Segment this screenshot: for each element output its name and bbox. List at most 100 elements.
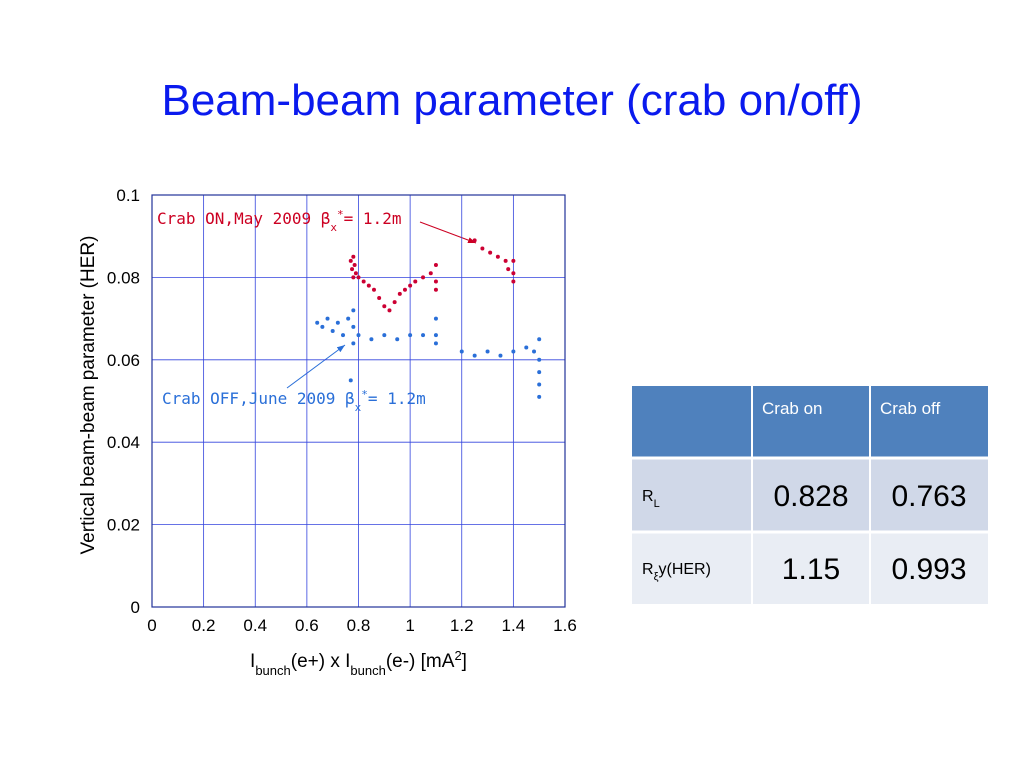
data-point	[433, 279, 438, 284]
data-point	[366, 283, 371, 288]
text-part: L	[654, 498, 660, 510]
data-point	[377, 296, 382, 300]
annotation-arrow	[286, 344, 346, 389]
text-part: = 1.2m	[344, 209, 402, 228]
data-point	[371, 287, 376, 292]
data-point	[506, 267, 511, 272]
data-point	[351, 275, 356, 280]
table-row	[632, 532, 988, 604]
data-point	[361, 279, 366, 284]
data-point	[330, 328, 335, 333]
data-point	[348, 258, 353, 263]
table-cell: 1.15	[782, 553, 840, 586]
data-point	[433, 263, 438, 268]
text-part: *	[337, 208, 344, 221]
data-point	[351, 308, 356, 313]
slide-title: Beam-beam parameter (crab on/off)	[161, 76, 862, 125]
data-point	[511, 271, 516, 276]
data-point	[353, 271, 358, 276]
data-point	[433, 316, 438, 321]
y-tick-label: 0.04	[107, 433, 140, 452]
data-point	[315, 320, 320, 325]
text-part: bunch	[350, 663, 385, 678]
data-point	[503, 258, 508, 263]
x-tick-label: 0.6	[295, 616, 319, 635]
data-point	[433, 341, 438, 346]
x-tick-label: 0.2	[192, 616, 216, 635]
data-point	[369, 337, 374, 342]
text-part: β	[321, 209, 331, 228]
data-point	[421, 275, 426, 280]
table-cell: 0.763	[891, 480, 966, 513]
data-point	[402, 287, 407, 292]
text-part: (e-) [mA	[386, 651, 455, 672]
data-point	[537, 370, 542, 375]
text-part: β	[345, 389, 355, 408]
data-point	[356, 275, 361, 280]
data-point	[511, 349, 516, 354]
data-point	[537, 337, 542, 342]
text-part: (e+) x I	[291, 651, 351, 672]
text-part: I	[250, 651, 255, 672]
text-part: x	[355, 401, 362, 414]
text-part: ξ	[654, 571, 659, 583]
data-point	[472, 353, 477, 358]
data-point	[433, 333, 438, 338]
y-tick-label: 0	[131, 598, 140, 617]
data-point	[495, 254, 500, 259]
table-header-cell: Crab off	[880, 399, 940, 418]
x-tick-label: 1.4	[502, 616, 526, 635]
table-header-cell: Crab on	[762, 399, 822, 418]
data-point	[485, 349, 490, 354]
data-point	[480, 246, 485, 251]
data-point	[397, 291, 402, 296]
plot-frame	[151, 194, 566, 608]
data-point	[421, 333, 426, 338]
data-point	[352, 263, 357, 268]
data-point	[350, 267, 355, 272]
data-point	[351, 324, 356, 329]
data-point	[351, 341, 356, 346]
data-point	[488, 250, 493, 255]
table-header	[632, 386, 988, 458]
table-row	[632, 458, 988, 532]
y-axis-label: Vertical beam-beam parameter (HER)	[78, 236, 99, 555]
table-cell: 0.828	[773, 480, 848, 513]
y-tick-label: 0.02	[107, 516, 140, 535]
data-point	[395, 337, 400, 342]
x-axis-label: Ibunch(e+) x Ibunch(e-) [mA2]	[250, 648, 467, 678]
data-point	[428, 271, 433, 276]
data-point	[498, 353, 503, 358]
text-part: bunch	[255, 663, 290, 678]
data-point	[356, 333, 361, 338]
data-point	[537, 382, 542, 387]
text-part: Crab OFF,June 2009	[162, 389, 345, 408]
text-part: R	[642, 561, 654, 578]
data-point	[320, 324, 325, 329]
data-point	[351, 254, 356, 259]
x-tick-label: 0.4	[243, 616, 267, 635]
text-part: Crab ON,May 2009	[157, 209, 321, 228]
data-point	[537, 357, 542, 362]
data-point	[532, 349, 537, 354]
data-point	[335, 320, 340, 325]
data-point	[433, 287, 438, 292]
text-part: R	[642, 488, 654, 505]
table-cell: 0.993	[891, 553, 966, 586]
text-part: y(HER)	[659, 561, 711, 578]
data-point	[413, 279, 418, 284]
data-point	[392, 300, 397, 305]
data-point	[346, 316, 351, 321]
x-tick-label: 1	[405, 616, 414, 635]
data-point	[511, 258, 516, 263]
data-point	[348, 378, 353, 383]
text-part: ]	[462, 651, 467, 672]
data-point	[387, 308, 392, 313]
x-tick-label: 0.8	[347, 616, 371, 635]
text-part: *	[361, 388, 368, 401]
data-point	[382, 333, 387, 338]
x-tick-label: 1.2	[450, 616, 474, 635]
data-point	[382, 304, 387, 309]
